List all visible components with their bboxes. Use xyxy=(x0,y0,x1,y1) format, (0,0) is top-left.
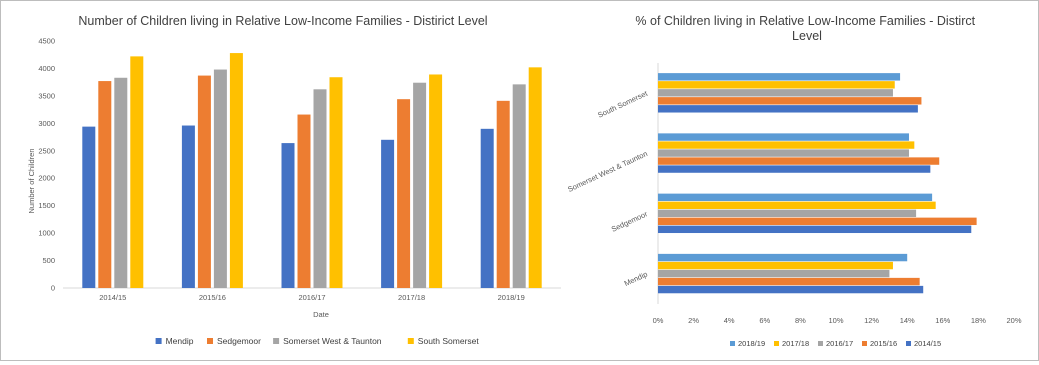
left-y-tick-label: 1000 xyxy=(38,229,55,238)
left-y-tick-label: 2500 xyxy=(38,146,55,155)
left-bar xyxy=(297,114,311,288)
left-legend-label: Somerset West & Taunton xyxy=(283,336,382,346)
left-bar xyxy=(98,81,112,289)
left-bar xyxy=(528,67,542,288)
left-legend-swatch xyxy=(207,338,213,344)
left-legend-label: Sedgemoor xyxy=(217,336,261,346)
right-bar xyxy=(658,253,908,262)
right-legend-swatch xyxy=(818,341,823,346)
left-bar xyxy=(381,139,395,288)
right-x-tick-label: 18% xyxy=(971,316,986,325)
right-bar xyxy=(658,193,933,202)
right-bar xyxy=(658,285,924,294)
left-x-tick-label: 2018/19 xyxy=(498,293,525,302)
left-y-tick-label: 1500 xyxy=(38,201,55,210)
right-bar xyxy=(658,105,918,113)
left-y-tick-label: 0 xyxy=(51,284,55,293)
left-legend-swatch xyxy=(155,338,162,344)
left-x-tick-label: 2017/18 xyxy=(398,293,425,302)
right-chart-title-line-1: % of Children living in Relative Low-Inc… xyxy=(635,14,975,28)
right-bar xyxy=(658,149,909,157)
right-bar xyxy=(658,141,915,149)
right-x-tick-label: 2% xyxy=(688,316,699,325)
right-y-tick-label: Somerset West & Taunton xyxy=(566,149,649,194)
left-bar xyxy=(114,77,128,288)
right-x-tick-label: 6% xyxy=(759,316,770,325)
right-legend-swatch xyxy=(774,341,779,346)
left-bar xyxy=(197,75,211,288)
right-bar xyxy=(658,157,940,165)
right-x-tick-label: 8% xyxy=(795,316,806,325)
left-bar xyxy=(181,125,195,288)
right-chart-title: % of Children living in Relative Low-Inc… xyxy=(635,14,978,43)
left-bar xyxy=(281,143,295,288)
right-legend-label: 2016/17 xyxy=(826,339,853,348)
right-bar xyxy=(658,133,909,141)
right-bar xyxy=(658,73,901,81)
left-y-tick-label: 2000 xyxy=(38,174,55,183)
left-bar xyxy=(429,74,443,288)
left-y-tick-label: 500 xyxy=(42,256,55,265)
right-bar xyxy=(658,201,936,210)
right-x-tick-label: 14% xyxy=(900,316,915,325)
right-x-tick-label: 10% xyxy=(828,316,843,325)
left-bar xyxy=(213,69,227,288)
right-y-tick-label: South Somerset xyxy=(596,88,649,119)
left-bar xyxy=(480,128,494,288)
right-x-tick-label: 16% xyxy=(935,316,950,325)
right-legend-label: 2018/19 xyxy=(738,339,765,348)
right-bar xyxy=(658,277,920,286)
right-x-tick-label: 12% xyxy=(864,316,879,325)
left-x-axis-label: Date xyxy=(313,310,329,319)
left-x-tick-label: 2016/17 xyxy=(298,293,325,302)
left-bar xyxy=(512,84,526,289)
right-legend-swatch xyxy=(906,341,911,346)
right-bar xyxy=(658,261,893,270)
right-legend-label: 2014/15 xyxy=(914,339,941,348)
right-bar xyxy=(658,269,890,278)
right-x-tick-label: 0% xyxy=(653,316,664,325)
left-chart-title: Number of Children living in Relative Lo… xyxy=(78,14,487,28)
right-legend-label: 2017/18 xyxy=(782,339,809,348)
left-bar xyxy=(130,56,144,288)
left-y-tick-label: 3500 xyxy=(38,91,55,100)
left-legend-label: Mendip xyxy=(166,336,194,346)
left-legend-swatch xyxy=(273,338,280,344)
left-bar xyxy=(229,53,243,288)
left-bar xyxy=(329,77,343,288)
left-legend-label: South Somerset xyxy=(418,336,480,346)
right-bar xyxy=(658,89,893,97)
right-bar xyxy=(658,217,977,226)
left-bar xyxy=(82,126,96,288)
right-bar xyxy=(658,97,922,105)
right-bar xyxy=(658,209,917,218)
right-chart-title-line-2: Level xyxy=(792,29,822,43)
right-x-tick-label: 4% xyxy=(724,316,735,325)
right-x-tick-label: 20% xyxy=(1006,316,1021,325)
left-bar xyxy=(313,89,327,289)
left-legend-swatch xyxy=(407,338,414,344)
right-legend-label: 2015/16 xyxy=(870,339,897,348)
right-y-tick-label: Sedgemoor xyxy=(610,209,649,234)
left-x-tick-label: 2015/16 xyxy=(199,293,226,302)
right-legend-swatch xyxy=(730,341,735,346)
left-y-tick-label: 4000 xyxy=(38,64,55,73)
left-y-tick-label: 3000 xyxy=(38,119,55,128)
left-bar xyxy=(496,100,510,288)
left-y-tick-label: 4500 xyxy=(38,37,55,46)
right-bar xyxy=(658,225,972,234)
left-bar xyxy=(397,99,411,288)
left-x-tick-label: 2014/15 xyxy=(99,293,126,302)
left-chart-marks: 0 500 1000 1500 2000 2500 3000 3500 4000 4500 2014… xyxy=(38,37,561,346)
right-chart-marks: 0% 2% 4% 6% 8% 10% 12% 14% 16% 18% 20% Mendip Sedgem… xyxy=(566,63,1022,348)
left-bar xyxy=(413,82,427,289)
right-legend-swatch xyxy=(862,341,867,346)
right-bar xyxy=(658,81,895,89)
left-y-axis-label: Number of Children xyxy=(27,148,36,213)
right-bar xyxy=(658,165,931,173)
right-y-tick-label: Mendip xyxy=(623,270,649,289)
